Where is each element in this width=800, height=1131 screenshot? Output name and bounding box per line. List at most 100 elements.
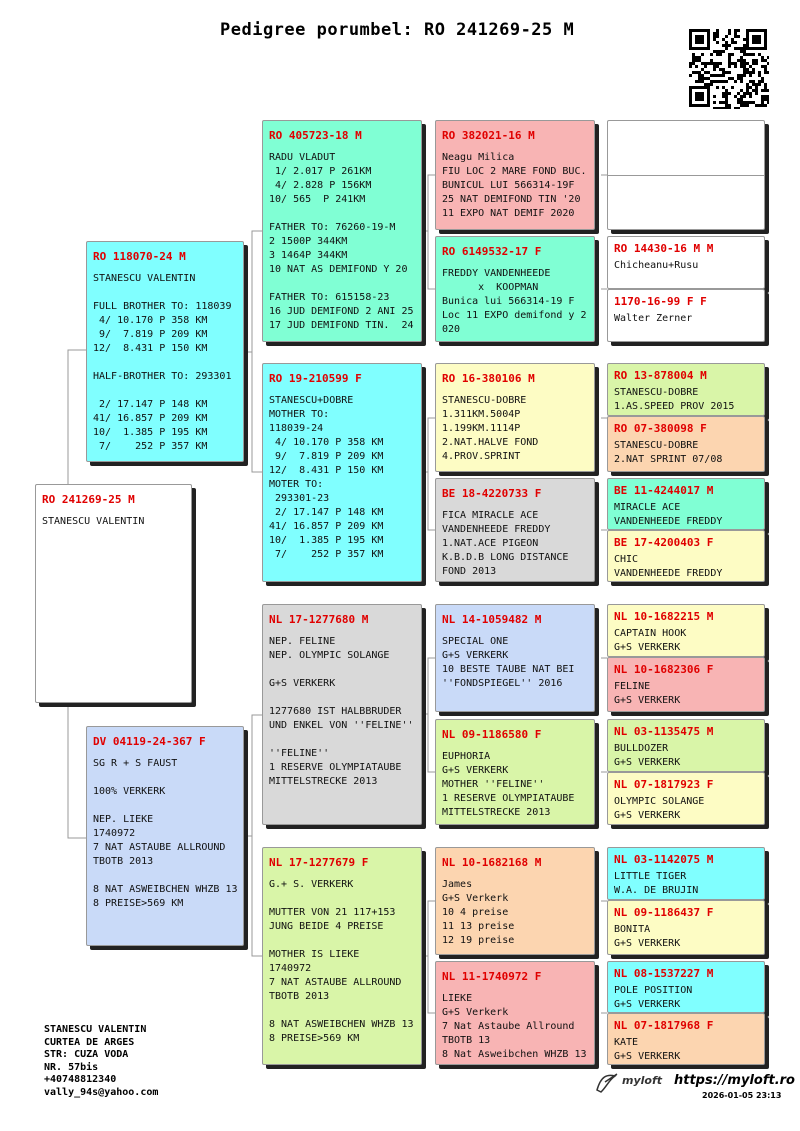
info-line: 12/ 8.431 P 150 KM	[269, 465, 384, 476]
logo-icon	[596, 1073, 618, 1093]
qr-cell	[740, 65, 743, 68]
info-line: ''FONDSPIEGEL'' 2016	[442, 678, 563, 689]
qr-cell	[713, 107, 716, 109]
ring-number: NL 10-1682215 M	[614, 610, 714, 623]
qr-cell	[755, 83, 758, 86]
text-block: OLYMPIC SOLANGE G+S VERKERK	[614, 795, 758, 823]
info-line: MITTELSTRECKE 2013	[442, 807, 551, 818]
ring-number: RO 16-380106 M	[442, 372, 535, 385]
qr-cell	[719, 74, 722, 77]
qr-cell	[737, 77, 740, 80]
info-line: 7 NAT ASTAUBE ALLROUND	[93, 842, 226, 853]
info-line: VANDENHEEDE FREDDY	[614, 568, 723, 579]
info-line: G+S VERKERK	[614, 938, 681, 949]
qr-cell	[734, 41, 737, 44]
qr-cell	[710, 80, 713, 83]
qr-cell	[749, 92, 752, 95]
qr-cell	[752, 62, 755, 65]
qr-cell	[767, 98, 769, 101]
qr-cell	[692, 56, 695, 59]
qr-cell	[728, 29, 731, 32]
qr-cell	[719, 101, 722, 104]
ring-number: NL 09-1186580 F	[442, 728, 542, 741]
qr-cell	[749, 80, 752, 83]
empty-ancestor	[607, 120, 765, 230]
text-block: BULLDOZER G+S VERKERK	[614, 742, 758, 770]
qr-cell	[713, 35, 716, 38]
info-line: NEP. FELINE	[269, 636, 336, 647]
qr-cell	[713, 74, 716, 77]
info-line: FICA MIRACLE ACE	[442, 510, 539, 521]
qr-cell	[722, 38, 725, 41]
qr-cell	[764, 68, 767, 71]
qr-cell	[713, 101, 716, 104]
qr-cell	[701, 62, 704, 65]
qr-cell	[758, 53, 761, 56]
qr-cell	[722, 50, 725, 53]
qr-cell	[737, 92, 740, 95]
qr-cell	[692, 71, 695, 74]
qr-cell	[722, 86, 725, 89]
qr-cell	[713, 38, 716, 41]
info-line: 2/ 17.147 P 148 KM	[93, 399, 208, 410]
qr-cell	[722, 44, 725, 47]
qr-cell	[740, 104, 743, 107]
info-line: 1/ 2.017 P 261KM	[269, 166, 372, 177]
text-block: RADU VLADUT 1/ 2.017 P 261KM 4/ 2.828 P …	[269, 151, 415, 207]
pigeon-card: RO 13-878004 M STANESCU-DOBRE 1.AS.SPEED P…	[607, 363, 765, 416]
qr-cell	[752, 71, 755, 74]
info-line: LITTLE TIGER	[614, 871, 687, 882]
info-line: 10 NAT AS DEMIFOND Y 20	[269, 264, 408, 275]
info-line: 7 Nat Astaube Allround	[442, 1021, 575, 1032]
qr-cell	[725, 101, 728, 104]
text-block: MIRACLE ACE VANDENHEEDE FREDDY	[614, 501, 758, 529]
pigeon-card: NL 10-1682215 M CAPTAIN HOOK G+S VERKERK	[607, 604, 765, 657]
qr-cell	[752, 35, 761, 44]
info-line: 16 JUD DEMIFOND 2 ANI 25	[269, 306, 414, 317]
qr-cell	[722, 95, 725, 98]
text-block: SG R + S FAUST	[93, 757, 237, 771]
text-block: G+S VERKERK	[269, 677, 415, 691]
text-block: STANESCU VALENTIN	[42, 515, 185, 529]
qr-cell	[716, 107, 719, 109]
info-line: G.+ S. VERKERK	[269, 879, 354, 890]
info-line: W.A. DE BRUJIN	[614, 885, 699, 896]
qr-cell	[734, 107, 737, 109]
info-line: 10 BESTE TAUBE NAT BEI	[442, 664, 575, 675]
qr-cell	[764, 83, 767, 86]
info-line: G+S Verkerk	[442, 1007, 509, 1018]
info-line: CAPTAIN HOOK	[614, 628, 687, 639]
info-line: VANDENHEEDE FREDDY	[614, 516, 723, 527]
info-line: 41/ 16.857 P 209 KM	[93, 413, 208, 424]
qr-cell	[764, 71, 767, 74]
info-line: FULL BROTHER TO: 118039	[93, 301, 232, 312]
pigeon-card: NL 10-1682306 F FELINE G+S VERKERK	[607, 657, 765, 712]
ring-number: NL 07-1817968 F	[614, 1019, 714, 1032]
qr-cell	[728, 77, 731, 80]
qr-cell	[725, 98, 728, 101]
qr-cell	[746, 62, 749, 65]
qr-cell	[728, 32, 731, 35]
info-line: CHIC	[614, 554, 639, 565]
text-block: SPECIAL ONE G+S VERKERK 10 BESTE TAUBE NAT…	[442, 635, 588, 691]
qr-cell	[764, 65, 767, 68]
qr-cell	[698, 77, 701, 80]
text-block: NEP. FELINE NEP. OLYMPIC SOLANGE	[269, 635, 415, 663]
info-line: RADU VLADUT	[269, 152, 336, 163]
qr-cell	[752, 89, 755, 92]
qr-cell	[707, 71, 710, 74]
text-block: 100% VERKERK	[93, 785, 237, 799]
qr-cell	[752, 59, 755, 62]
qr-cell	[719, 107, 722, 109]
qr-cell	[713, 50, 716, 53]
qr-cell	[743, 92, 746, 95]
qr-cell	[710, 59, 713, 62]
qr-cell	[728, 53, 731, 56]
info-line: FIU LOC 2 MARE FOND BUC.	[442, 166, 587, 177]
qr-cell	[701, 53, 704, 56]
text-block: CAPTAIN HOOK G+S VERKERK	[614, 627, 758, 655]
timestamp: 2026-01-05 23:13	[702, 1091, 782, 1100]
qr-cell	[716, 74, 719, 77]
info-line: Walter Zerner	[614, 313, 693, 324]
info-line: 1.AS.SPEED PROV 2015	[614, 401, 735, 412]
